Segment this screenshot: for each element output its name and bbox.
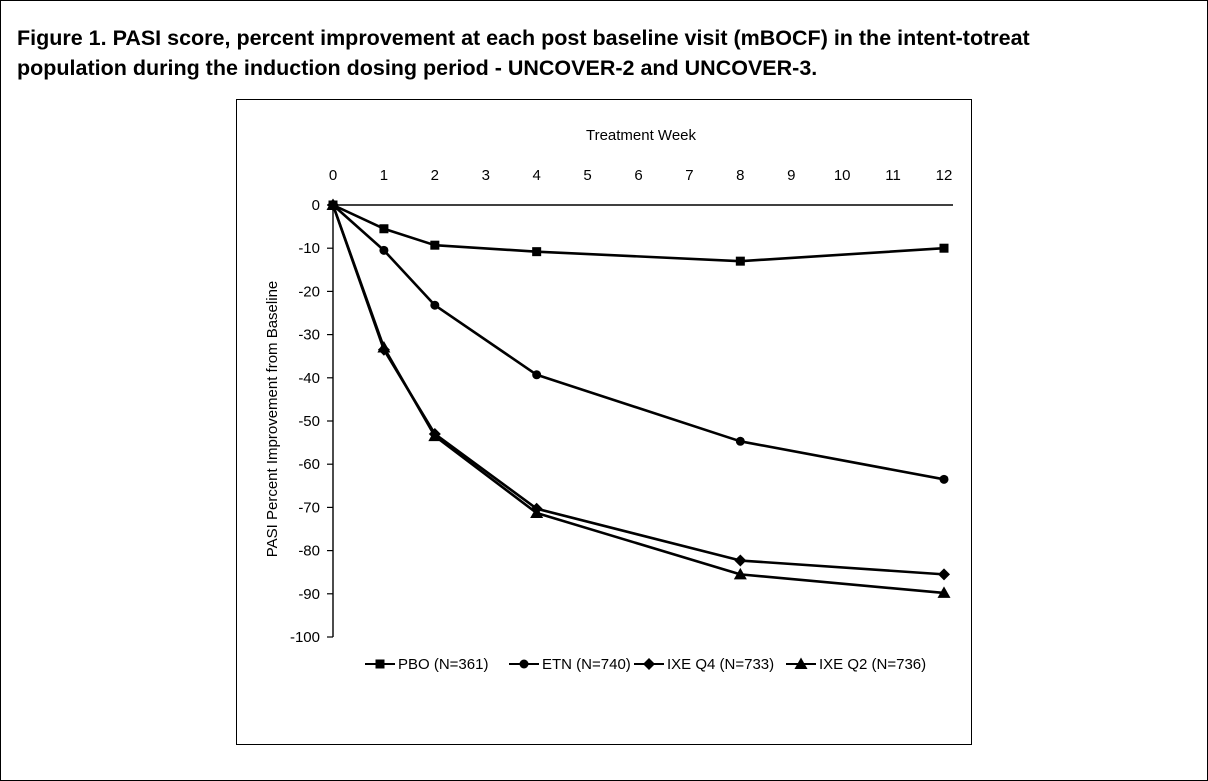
- legend-marker: [794, 657, 808, 669]
- y-tick-label: -60: [298, 456, 320, 473]
- figure-title: Figure 1. PASI score, percent improvemen…: [17, 26, 1030, 80]
- line-chart: Treatment Week PASI Percent Improvement …: [264, 127, 953, 673]
- y-tick-label: -40: [298, 370, 320, 387]
- data-point: [532, 370, 542, 380]
- data-point: [428, 429, 442, 442]
- y-tick-label: -70: [298, 499, 320, 516]
- x-tick-label: 10: [834, 167, 851, 184]
- x-tick-label: 0: [329, 167, 337, 184]
- y-tick-label: -30: [298, 327, 320, 344]
- series-line-3: [331, 204, 945, 595]
- y-tick-label: 0: [312, 197, 320, 214]
- series-line-0: [332, 203, 945, 263]
- data-point: [735, 256, 745, 266]
- legend-marker: [643, 658, 655, 670]
- legend-marker: [375, 659, 385, 669]
- data-point: [937, 586, 951, 598]
- x-tick-label: 5: [583, 167, 591, 184]
- series-line-2: [331, 204, 945, 576]
- x-tick-label: 8: [736, 167, 744, 184]
- data-point: [530, 506, 544, 519]
- data-point: [733, 567, 747, 580]
- y-axis-label: PASI Percent Improvement from Baseline: [264, 281, 281, 558]
- data-point: [326, 198, 340, 210]
- legend-label: IXE Q2 (N=736): [819, 656, 926, 673]
- data-point: [377, 341, 391, 353]
- x-tick-label: 11: [885, 167, 901, 184]
- x-tick-label: 6: [634, 167, 642, 184]
- data-point: [939, 474, 949, 484]
- data-point: [379, 224, 389, 234]
- legend-label: ETN (N=740): [542, 656, 631, 673]
- chart-panel: Treatment Week PASI Percent Improvement …: [236, 99, 972, 745]
- legend-label: PBO (N=361): [398, 656, 488, 673]
- data-point: [379, 245, 389, 255]
- series-line-1: [332, 204, 945, 481]
- x-tick-label: 1: [380, 167, 388, 184]
- y-tick-label: -80: [298, 543, 320, 560]
- y-tick-label: -50: [298, 413, 320, 430]
- x-tick-label: 4: [532, 167, 540, 184]
- data-point: [939, 243, 949, 253]
- y-tick-label: -100: [290, 629, 320, 646]
- legend-label: IXE Q4 (N=733): [667, 656, 774, 673]
- x-axis-label: Treatment Week: [586, 127, 697, 144]
- x-tick-label: 7: [685, 167, 693, 184]
- x-tick-label: 9: [787, 167, 795, 184]
- x-tick-label: 2: [431, 167, 439, 184]
- y-tick-label: -20: [298, 283, 320, 300]
- data-point: [430, 300, 440, 310]
- data-point: [734, 554, 747, 567]
- data-point: [430, 240, 440, 250]
- data-point: [532, 247, 542, 257]
- data-point: [938, 568, 950, 581]
- y-tick-label: -10: [298, 240, 320, 257]
- legend-marker: [519, 659, 529, 669]
- data-point: [735, 436, 745, 446]
- y-tick-label: -90: [298, 586, 320, 603]
- x-tick-label: 3: [482, 167, 490, 184]
- x-tick-label: 12: [936, 167, 953, 184]
